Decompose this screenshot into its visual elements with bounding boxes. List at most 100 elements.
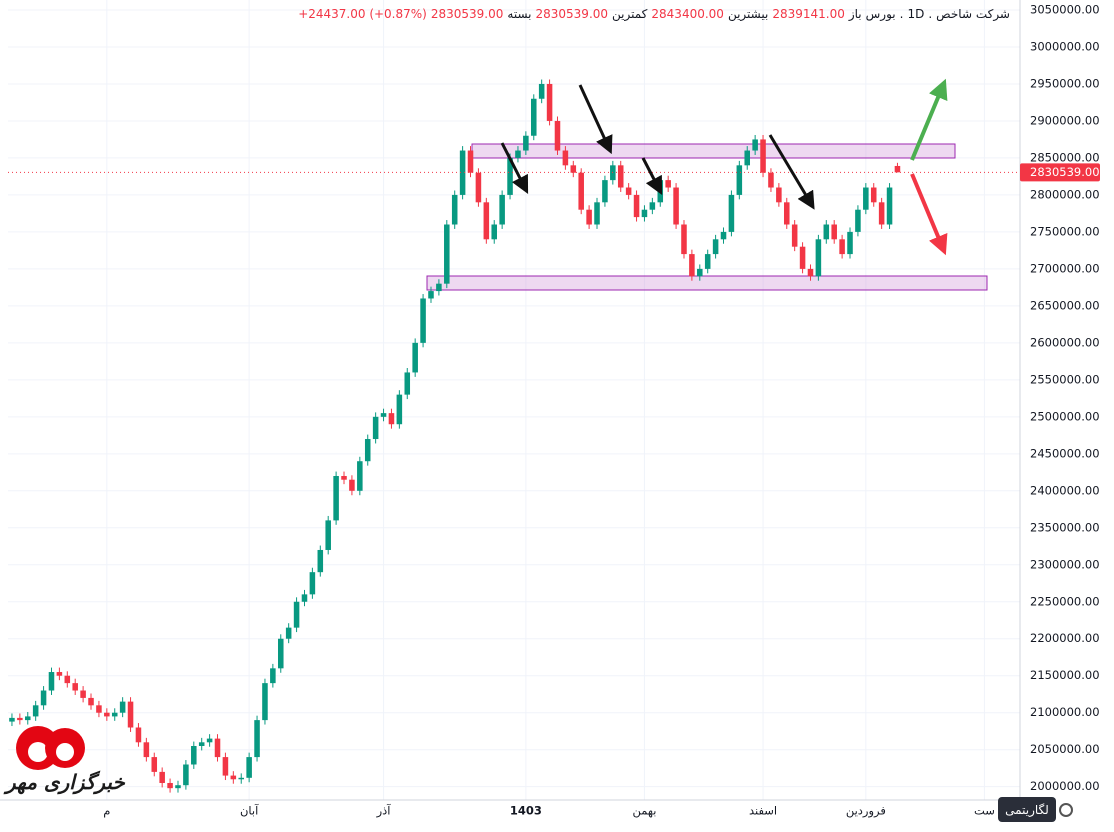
low-value: 2830539.00 (535, 7, 609, 21)
arrow-down (910, 173, 948, 256)
candle-body (530, 98, 537, 136)
candle-body (641, 209, 648, 218)
candle-body (459, 150, 466, 195)
exchange: بورس (865, 7, 896, 21)
candle-body (483, 202, 490, 240)
y-tick-label: 2850000.00 (1030, 150, 1100, 164)
candle-body (270, 668, 276, 684)
x-tick-label: آبان (240, 804, 259, 818)
y-tick-label: 3050000.00 (1030, 2, 1100, 16)
y-tick-label: 2000000.00 (1030, 779, 1100, 793)
candle-body (578, 172, 584, 210)
y-tick-label: 2600000.00 (1030, 335, 1100, 349)
candle-body (617, 165, 624, 188)
candle-body (467, 150, 474, 173)
low-label: کمترین (612, 7, 648, 21)
candle-body (48, 672, 55, 691)
candle-body (768, 172, 774, 188)
candle-body (712, 239, 719, 255)
log-scale-button[interactable]: لگاریتمی (998, 797, 1056, 822)
candle-body (111, 712, 118, 717)
y-tick-label: 2200000.00 (1030, 631, 1100, 645)
candle-body (64, 675, 71, 684)
candle-body (475, 172, 482, 203)
x-tick-label: فروردین (846, 804, 886, 819)
y-tick-label: 3000000.00 (1030, 39, 1100, 53)
x-tick-label: م (103, 804, 110, 818)
candle-body (309, 572, 316, 595)
last-price-box (1020, 163, 1100, 182)
candle-body (254, 720, 260, 758)
candle-body (191, 746, 197, 765)
candle-body (728, 194, 735, 232)
candle-body (151, 757, 158, 772)
candle-body (222, 757, 229, 776)
candle-body (428, 291, 434, 299)
candle-body (349, 479, 355, 491)
y-tick-label: 2700000.00 (1030, 261, 1100, 275)
candle-body (602, 180, 608, 203)
candle-body (119, 701, 126, 713)
y-tick-label: 2250000.00 (1030, 594, 1100, 608)
candle-body (491, 224, 498, 240)
y-tick-label: 2500000.00 (1030, 409, 1100, 423)
candle-body (720, 231, 727, 240)
candle-body (364, 439, 371, 462)
high-value: 2843400.00 (651, 7, 724, 21)
resistance-zone (471, 143, 956, 159)
y-tick-label: 2350000.00 (1030, 520, 1100, 534)
candle-body (807, 268, 814, 277)
y-tick-label: 2900000.00 (1030, 113, 1100, 127)
arrow (500, 142, 529, 195)
y-tick-label: 2750000.00 (1030, 224, 1100, 238)
candle-body (159, 771, 165, 783)
candle-body (238, 777, 245, 780)
legend-header: شرکت شاخص. 1D. بورس باز 2839141.00 بیشتری… (298, 7, 1010, 21)
y-tick-label: 2100000.00 (1030, 705, 1100, 719)
y-tick-label: 2950000.00 (1030, 76, 1100, 90)
candle-body (523, 135, 529, 151)
y-tick-label: 2800000.00 (1030, 187, 1100, 201)
candle-body (570, 165, 577, 173)
candle-body (562, 150, 569, 166)
x-tick-label: بهمن (633, 804, 657, 819)
high-label: بیشترین (727, 7, 769, 21)
y-tick-label: 2300000.00 (1030, 557, 1100, 571)
candle-body (317, 549, 324, 573)
candle-body (870, 187, 877, 203)
candle-body (357, 461, 363, 491)
candle-body (285, 627, 292, 639)
candle-body (56, 672, 63, 676)
logo-text: خبرگزاری مهر (6, 770, 125, 794)
candle-body (444, 224, 450, 284)
candle-body (96, 705, 102, 713)
candle-body (230, 775, 237, 780)
close-label: بسته (507, 7, 532, 21)
candle-body (823, 224, 830, 240)
candle-body (855, 209, 861, 232)
candle-body (214, 738, 221, 758)
candle-body (293, 601, 300, 628)
candle-body (546, 83, 553, 121)
change: +24437.00 (+0.87%) (298, 7, 427, 21)
candle-body (104, 712, 110, 717)
x-tick-label: اسفند (749, 804, 777, 818)
settings-icon[interactable] (1059, 803, 1073, 817)
arrow (578, 84, 613, 155)
candle-body (380, 413, 387, 417)
candle-body (167, 782, 173, 789)
arrow-up (910, 78, 948, 161)
candle-body (436, 283, 442, 292)
candle-body (388, 413, 395, 425)
candle-body (538, 83, 545, 99)
candle-body (127, 701, 134, 728)
candle-body (673, 187, 679, 225)
candle-body (515, 150, 521, 158)
candle-body (404, 372, 411, 395)
arrow (641, 157, 663, 195)
candle-body (80, 690, 86, 698)
candle-body (17, 717, 23, 721)
candle-body (325, 520, 331, 550)
candle-body (831, 224, 837, 240)
